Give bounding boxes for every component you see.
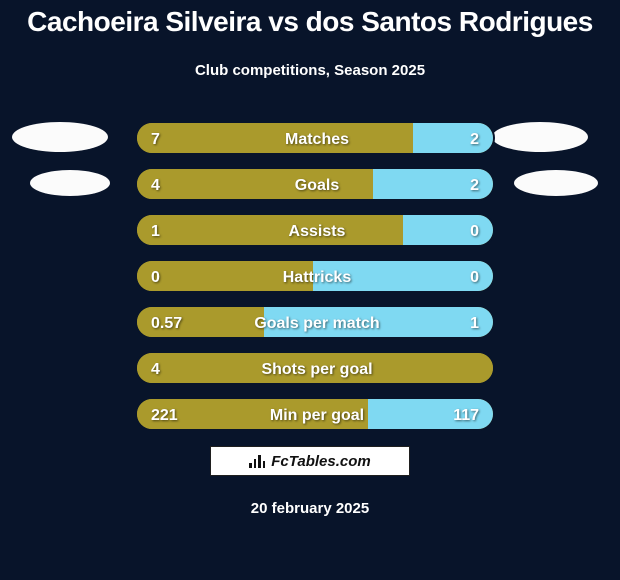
date-label: 20 february 2025 [0, 500, 620, 517]
stat-row: Goals per match0.571 [135, 305, 495, 339]
stat-bar-left [137, 399, 372, 431]
subtitle: Club competitions, Season 2025 [0, 62, 620, 79]
stat-bar-left [137, 307, 268, 339]
stat-row: Shots per goal4 [135, 351, 495, 385]
stat-bar-right [403, 215, 493, 247]
stat-bar-left [137, 123, 417, 155]
stat-bar-right [368, 399, 493, 431]
player-avatar [12, 122, 108, 152]
stat-row: Matches72 [135, 121, 495, 155]
site-logo: FcTables.com [210, 446, 410, 476]
page-title: Cachoeira Silveira vs dos Santos Rodrigu… [0, 6, 620, 38]
stat-row: Min per goal221117 [135, 397, 495, 431]
player-avatar [30, 170, 110, 196]
stat-row: Assists10 [135, 213, 495, 247]
player-avatar [492, 122, 588, 152]
logo-text: FcTables.com [271, 453, 370, 470]
stat-bar-right [264, 307, 493, 339]
player-avatar [514, 170, 598, 196]
stat-bar-left [137, 353, 495, 385]
stat-row: Hattricks00 [135, 259, 495, 293]
comparison-canvas: Cachoeira Silveira vs dos Santos Rodrigu… [0, 0, 620, 580]
stat-bar-left [137, 261, 317, 293]
stat-bar-left [137, 215, 407, 247]
stat-bar-left [137, 169, 377, 201]
logo-bars-icon [249, 454, 265, 468]
stat-row: Goals42 [135, 167, 495, 201]
stat-bar-right [313, 261, 493, 293]
stat-rows: Matches72 Goals42 Assists10 Hattricks00 Goal… [135, 121, 495, 443]
stat-bar-right [373, 169, 493, 201]
stat-bar-right [413, 123, 493, 155]
